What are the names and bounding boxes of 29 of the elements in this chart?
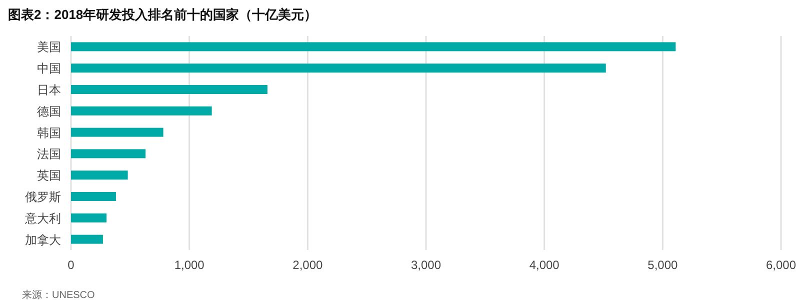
- x-tick-label: 6,000: [766, 258, 796, 272]
- y-tick-label: 俄罗斯: [25, 190, 61, 204]
- bar: [71, 106, 212, 116]
- x-tick-label: 2,000: [292, 258, 324, 272]
- y-tick-label: 英国: [37, 168, 61, 183]
- y-tick-label: 日本: [37, 83, 61, 97]
- bar: [71, 64, 606, 73]
- y-tick-label: 韩国: [37, 126, 61, 140]
- bar: [71, 42, 676, 52]
- y-tick-label: 加拿大: [25, 232, 61, 247]
- y-tick-label: 美国: [37, 40, 61, 54]
- y-tick-label: 中国: [37, 62, 61, 76]
- x-tick-label: 0: [68, 258, 75, 272]
- bar: [71, 234, 103, 244]
- bar: [71, 192, 116, 201]
- bar: [71, 213, 106, 222]
- y-tick-label: 意大利: [24, 211, 61, 226]
- chart-title: 图表2：2018年研发投入排名前十的国家（十亿美元）: [8, 7, 318, 22]
- x-tick-label: 4,000: [529, 258, 560, 272]
- bar: [71, 85, 268, 94]
- bar: [71, 128, 164, 137]
- source-note: 来源：UNESCO: [22, 289, 96, 301]
- y-tick-label: 法国: [37, 147, 61, 162]
- bar: [71, 170, 128, 180]
- y-tick-label: 德国: [37, 104, 61, 118]
- x-tick-label: 3,000: [410, 258, 442, 272]
- x-tick-label: 1,000: [174, 258, 205, 272]
- bar: [71, 149, 146, 158]
- x-tick-label: 5,000: [648, 258, 678, 272]
